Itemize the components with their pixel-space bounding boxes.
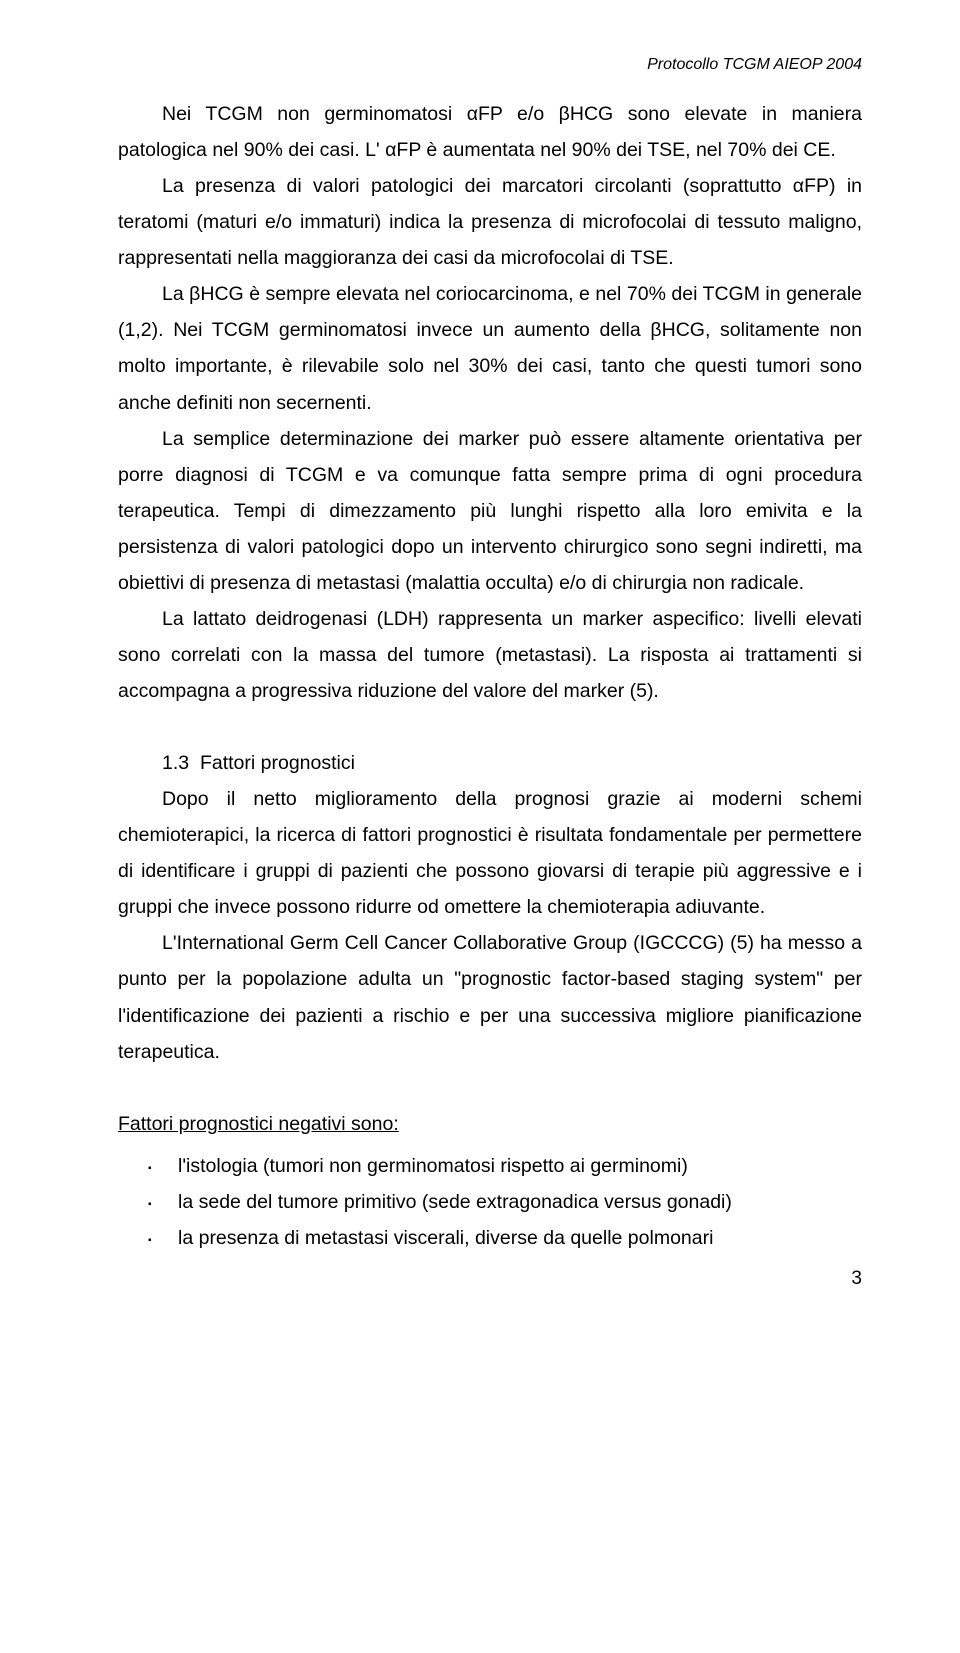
paragraph: La semplice determinazione dei marker pu… bbox=[118, 421, 862, 601]
page-number: 3 bbox=[118, 1268, 862, 1290]
paragraph: L'International Germ Cell Cancer Collabo… bbox=[118, 925, 862, 1069]
section-heading: 1.3 Fattori prognostici bbox=[118, 745, 862, 781]
section-title: Fattori prognostici bbox=[200, 752, 355, 774]
section-number: 1.3 bbox=[162, 752, 189, 774]
factors-list: l'istologia (tumori non germinomatosi ri… bbox=[118, 1148, 862, 1256]
factors-block: Fattori prognostici negativi sono: bbox=[118, 1106, 862, 1142]
list-item: la presenza di metastasi viscerali, dive… bbox=[118, 1220, 862, 1256]
document-page: Protocollo TCGM AIEOP 2004 Nei TCGM non … bbox=[0, 0, 960, 1330]
list-item: l'istologia (tumori non germinomatosi ri… bbox=[118, 1148, 862, 1184]
paragraph: La lattato deidrogenasi (LDH) rappresent… bbox=[118, 601, 862, 709]
list-item: la sede del tumore primitivo (sede extra… bbox=[118, 1184, 862, 1220]
paragraph: Nei TCGM non germinomatosi αFP e/o βHCG … bbox=[118, 96, 862, 168]
factors-heading: Fattori prognostici negativi sono: bbox=[118, 1106, 862, 1142]
paragraph: La presenza di valori patologici dei mar… bbox=[118, 168, 862, 276]
body-text-block: Nei TCGM non germinomatosi αFP e/o βHCG … bbox=[118, 96, 862, 709]
running-header: Protocollo TCGM AIEOP 2004 bbox=[118, 56, 862, 74]
paragraph: Dopo il netto miglioramento della progno… bbox=[118, 781, 862, 925]
section-body: Dopo il netto miglioramento della progno… bbox=[118, 781, 862, 1070]
paragraph: La βHCG è sempre elevata nel coriocarcin… bbox=[118, 276, 862, 420]
